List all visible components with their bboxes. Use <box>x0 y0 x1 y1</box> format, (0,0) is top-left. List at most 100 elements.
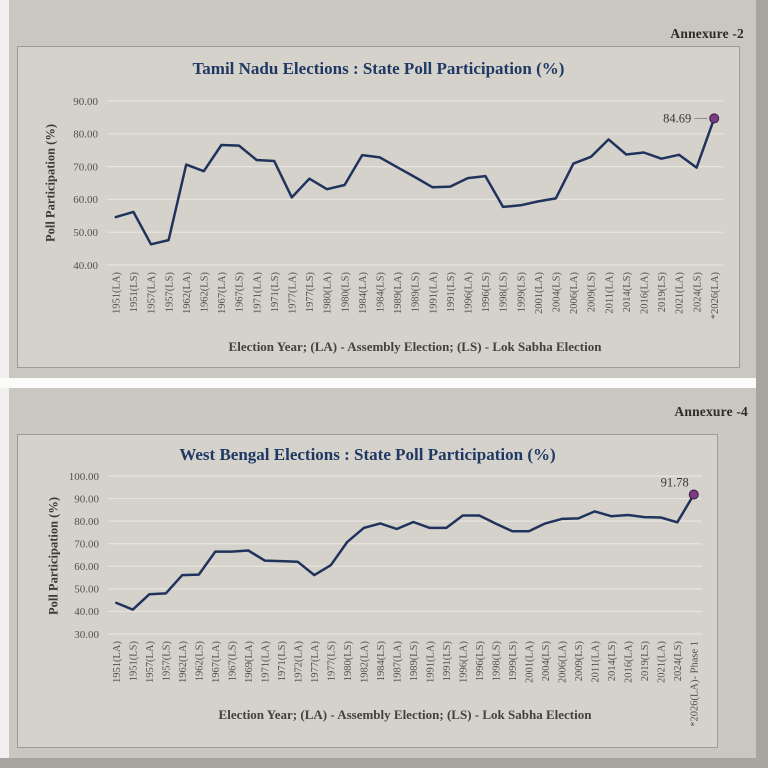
x-tick-label: 1967(LA) <box>211 641 222 683</box>
x-tick-label: 1957(LA) <box>145 641 156 683</box>
x-tick-label: 1980(LS) <box>343 641 354 682</box>
x-tick-label: 2001(LA) <box>524 641 535 683</box>
x-tick-label: 1989(LS) <box>409 641 420 682</box>
x-tick-label: 1951(LA) <box>111 272 122 314</box>
x-tick-label: 1977(LA) <box>310 641 321 683</box>
x-tick-label: *2026(LA)- Phase 1 <box>689 641 700 727</box>
chart-title: Tamil Nadu Elections : State Poll Partic… <box>192 59 565 78</box>
x-tick-label: 1957(LS) <box>161 641 172 682</box>
x-tick-label: 1984(LA) <box>358 272 369 314</box>
x-tick-label: 1962(LS) <box>199 272 210 313</box>
x-tick-label: 2009(LS) <box>587 272 598 313</box>
x-tick-label: 1989(LS) <box>411 272 422 313</box>
end-point-data-label: 84.69 <box>663 111 691 125</box>
x-tick-label: 2004(LS) <box>541 641 552 682</box>
x-tick-label: 1998(LS) <box>499 272 510 313</box>
x-tick-label: 2014(LS) <box>622 272 633 313</box>
y-tick-label: 100.00 <box>69 471 100 483</box>
line-chart-plot: 90.00 80.00 70.00 60.00 50.00 40.00 1951(LA) 19… <box>73 96 723 320</box>
x-tick-label: 1957(LS) <box>164 272 175 313</box>
y-tick-label: 60.00 <box>74 561 99 573</box>
x-tick-label: 1977(LS) <box>305 272 316 313</box>
y-tick-label: 80.00 <box>74 516 99 528</box>
y-tick-label: 90.00 <box>74 493 99 505</box>
x-tick-label: 2016(LA) <box>623 641 634 683</box>
x-axis-note: Election Year; (LA) - Assembly Election;… <box>218 707 592 722</box>
x-tick-label: 2024(LS) <box>673 641 684 682</box>
x-tick-label: 2004(LS) <box>551 272 562 313</box>
annexure-label-4: Annexure -4 <box>674 404 748 419</box>
tamil-nadu-chart: Tamil Nadu Elections : State Poll Partic… <box>17 46 740 368</box>
x-tick-label: 2019(LS) <box>657 272 668 313</box>
y-tick-label: 30.00 <box>74 629 99 641</box>
x-tick-label: 1971(LA) <box>260 641 271 683</box>
x-tick-label: 1989(LA) <box>393 272 404 314</box>
x-tick-label: 1951(LS) <box>128 641 139 682</box>
x-tick-label: 1998(LS) <box>491 641 502 682</box>
x-tick-label: 1984(LS) <box>376 641 387 682</box>
x-tick-label: 1996(LS) <box>475 641 486 682</box>
x-tick-label: 1980(LS) <box>340 272 351 313</box>
y-tick-label: 80.00 <box>73 129 98 141</box>
end-point-data-label: 91.78 <box>661 476 689 490</box>
x-tick-label: 1984(LS) <box>375 272 386 313</box>
x-tick-label: 1987(LA) <box>392 641 403 683</box>
x-tick-label: *2026(LA) <box>710 272 721 320</box>
x-tick-label: 2011(LA) <box>590 641 601 683</box>
x-tick-label: 1967(LA) <box>217 272 228 314</box>
x-tick-label: 1996(LA) <box>463 272 474 314</box>
west-bengal-chart: West Bengal Elections : State Poll Parti… <box>17 434 718 748</box>
x-tick-label: 2014(LS) <box>607 641 618 682</box>
x-tick-label: 1980(LA) <box>323 272 334 314</box>
y-tick-label: 50.00 <box>73 227 98 239</box>
x-tick-label: 1957(LA) <box>147 272 158 314</box>
x-tick-label: 2001(LA) <box>534 272 545 314</box>
x-tick-label: 1967(LS) <box>235 272 246 313</box>
y-tick-label: 40.00 <box>73 260 98 272</box>
x-tick-label: 1977(LA) <box>287 272 298 314</box>
x-tick-label: 1991(LA) <box>428 272 439 314</box>
x-tick-label: 1991(LA) <box>425 641 436 683</box>
end-point-marker <box>709 113 720 124</box>
y-tick-label: 70.00 <box>74 539 99 551</box>
series-line <box>114 117 716 246</box>
panel-divider <box>0 378 768 388</box>
y-tick-label: 70.00 <box>73 161 98 173</box>
x-tick-label: 1977(LS) <box>326 641 337 682</box>
x-tick-label: 2006(LA) <box>569 272 580 314</box>
x-tick-label: 1996(LS) <box>481 272 492 313</box>
bottom-margin-strip <box>0 758 768 768</box>
x-tick-label: 1999(LS) <box>508 641 519 682</box>
y-tick-label: 60.00 <box>73 194 98 206</box>
y-tick-label: 90.00 <box>73 96 98 108</box>
x-tick-label: 2009(LS) <box>574 641 585 682</box>
x-tick-label: 1962(LA) <box>182 272 193 314</box>
chart-title: West Bengal Elections : State Poll Parti… <box>179 445 556 464</box>
x-tick-label: 1969(LA) <box>244 641 255 683</box>
x-tick-label: 1962(LA) <box>178 641 189 683</box>
annexure-label-2: Annexure -2 <box>670 26 744 41</box>
x-tick-label: 1967(LS) <box>227 641 238 682</box>
series-line <box>115 493 696 611</box>
x-tick-label: 1999(LS) <box>516 272 527 313</box>
x-tick-label: 1971(LS) <box>270 272 281 313</box>
x-tick-label: 2024(LS) <box>692 272 703 313</box>
x-tick-label: 2011(LA) <box>604 272 615 314</box>
end-point-marker <box>688 489 699 500</box>
x-tick-label: 1951(LS) <box>129 272 140 313</box>
x-tick-label: 2021(LA) <box>656 641 667 683</box>
x-tick-label: 1951(LA) <box>112 641 123 683</box>
x-axis-note: Election Year; (LA) - Assembly Election;… <box>228 339 602 354</box>
y-tick-label: 50.00 <box>74 584 99 596</box>
x-tick-label: 2019(LS) <box>640 641 651 682</box>
x-tick-label: 1991(LS) <box>446 272 457 313</box>
x-tick-label: 2016(LA) <box>639 272 650 314</box>
x-tick-label: 2021(LA) <box>675 272 686 314</box>
right-margin-strip <box>756 0 768 768</box>
x-tick-label: 2006(LA) <box>557 641 568 683</box>
x-tick-label: 1962(LS) <box>194 641 205 682</box>
y-tick-label: 40.00 <box>74 606 99 618</box>
line-chart-plot: 100.00 90.00 80.00 70.00 60.00 50.00 40.00 30.0… <box>69 471 702 727</box>
x-tick-label: 1991(LS) <box>442 641 453 682</box>
